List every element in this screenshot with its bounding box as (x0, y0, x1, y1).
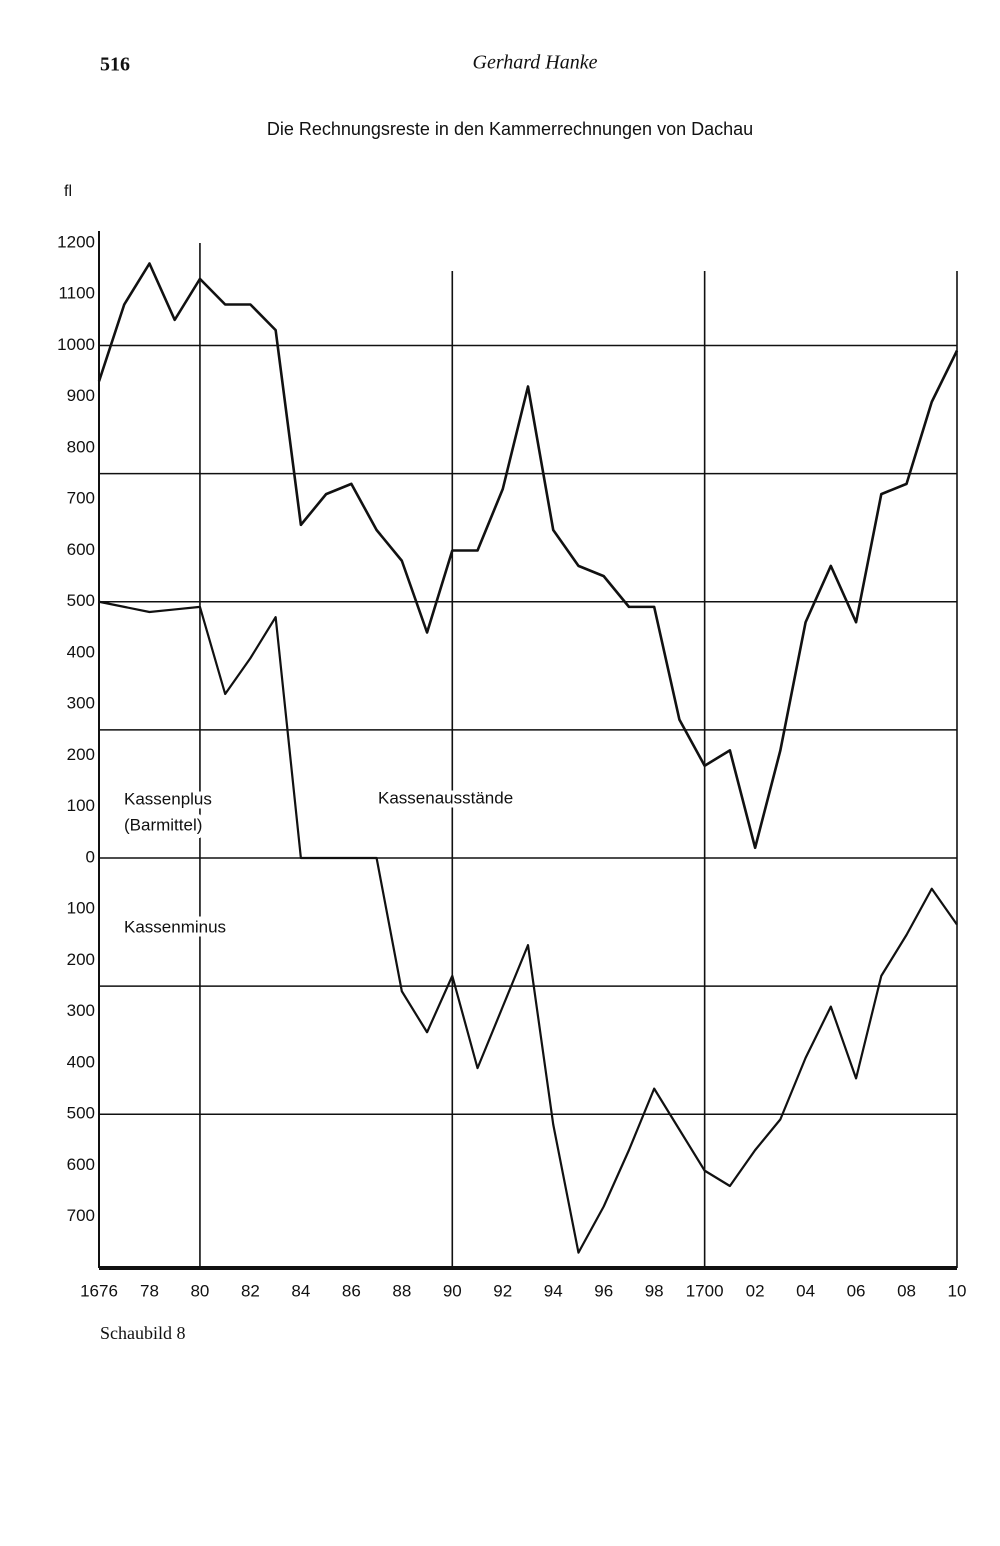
x-tick-label: 1700 (686, 1281, 724, 1300)
y-tick-label: 1100 (58, 284, 95, 303)
x-tick-label: 90 (443, 1281, 462, 1300)
x-tick-label: 86 (342, 1281, 361, 1300)
annotation: Kassenminus (124, 917, 226, 936)
y-tick-label: 500 (67, 591, 95, 610)
y-tick-label: 100 (67, 796, 95, 815)
y-tick-label: 300 (67, 1001, 95, 1020)
x-tick-label: 98 (645, 1281, 664, 1300)
y-tick-label: 400 (67, 1052, 95, 1071)
y-tick-label: 600 (67, 540, 95, 559)
x-tick-label: 84 (291, 1281, 310, 1300)
x-tick-label: 88 (392, 1281, 411, 1300)
annotation: Kassenplus (124, 789, 212, 808)
annotation: Kassenausstände (378, 788, 513, 807)
y-tick-label: 900 (67, 386, 95, 405)
x-tick-label: 94 (544, 1281, 563, 1300)
y-tick-label: 800 (67, 437, 95, 456)
running-header: Gerhard Hanke (473, 52, 598, 74)
y-tick-label: 200 (67, 950, 95, 969)
y-tick-label: 700 (67, 1206, 95, 1225)
x-tick-label: 1676 (80, 1281, 118, 1300)
x-tick-label: 10 (948, 1281, 967, 1300)
y-tick-label: 200 (67, 745, 95, 764)
x-tick-label: 82 (241, 1281, 260, 1300)
x-tick-label: 96 (594, 1281, 613, 1300)
page-number: 516 (100, 54, 130, 76)
y-tick-label: 300 (67, 694, 95, 713)
caption: Schaubild 8 (100, 1323, 186, 1343)
x-tick-label: 06 (847, 1281, 866, 1300)
x-tick-label: 02 (746, 1281, 765, 1300)
x-tick-label: 92 (493, 1281, 512, 1300)
x-tick-label: 78 (140, 1281, 159, 1300)
y-axis-label: fl (64, 183, 72, 200)
y-tick-label: 0 (86, 847, 95, 866)
plot: 1200110010009008007006005004003002001000… (57, 231, 966, 1300)
y-tick-label: 700 (67, 489, 95, 508)
x-tick-label: 04 (796, 1281, 815, 1300)
data-line (97, 262, 959, 850)
data-line (98, 600, 958, 1254)
y-tick-label: 100 (67, 899, 95, 918)
chart-title: Die Rechnungsreste in den Kammerrechnung… (267, 119, 753, 139)
annotation: (Barmittel) (124, 815, 202, 834)
y-tick-label: 400 (67, 642, 95, 661)
y-tick-label: 1200 (57, 232, 95, 251)
x-tick-label: 80 (190, 1281, 209, 1300)
y-tick-label: 600 (67, 1155, 95, 1174)
y-tick-label: 500 (67, 1104, 95, 1123)
y-tick-label: 1000 (57, 335, 95, 354)
x-tick-label: 08 (897, 1281, 916, 1300)
